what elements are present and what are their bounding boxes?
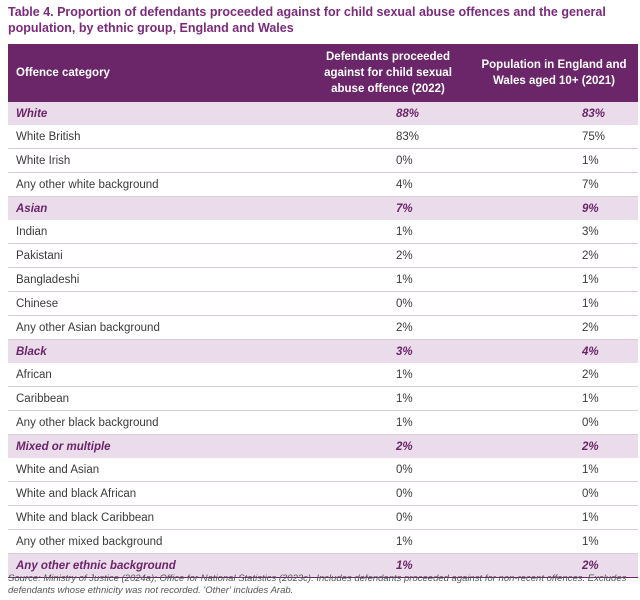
row-label: White and black Caribbean	[16, 511, 155, 524]
column-header-defendants: Defendants proceeded against for child s…	[306, 44, 470, 102]
table-row: Pakistani 2% 2%	[8, 244, 638, 268]
defendants-value: 1%	[396, 535, 413, 548]
row-label: Black	[16, 345, 47, 358]
table-row: White and Asian 0% 1%	[8, 458, 638, 482]
defendants-value: 2%	[396, 440, 413, 453]
row-label: Bangladeshi	[16, 273, 80, 286]
row-label: Mixed or multiple	[16, 440, 111, 453]
row-label: African	[16, 368, 52, 381]
row-label: Any other mixed background	[16, 535, 163, 548]
population-value: 2%	[582, 249, 599, 262]
defendants-value: 0%	[396, 511, 413, 524]
population-value: 1%	[582, 535, 599, 548]
row-label: White Irish	[16, 154, 71, 167]
population-value: 83%	[582, 107, 606, 120]
defendants-value: 88%	[396, 107, 420, 120]
table-header-row: Offence category Defendants proceeded ag…	[8, 44, 638, 102]
defendants-value: 1%	[396, 368, 413, 381]
population-value: 1%	[582, 511, 599, 524]
table-row: Any other white background 4% 7%	[8, 173, 638, 197]
table-row: White and black African 0% 0%	[8, 482, 638, 506]
row-label: White British	[16, 130, 81, 143]
table-row: White Irish 0% 1%	[8, 149, 638, 173]
row-label: Any other black background	[16, 416, 159, 429]
row-label: Any other white background	[16, 178, 159, 191]
group-row: Mixed or multiple 2% 2%	[8, 434, 638, 458]
population-value: 0%	[582, 487, 599, 500]
population-value: 2%	[582, 321, 599, 334]
population-value: 75%	[582, 130, 606, 143]
source-note: Source: Ministry of Justice (2024a); Off…	[8, 573, 627, 596]
table-row: African 1% 2%	[8, 363, 638, 387]
table-row: White and black Caribbean 0% 1%	[8, 506, 638, 530]
defendants-value: 2%	[396, 249, 413, 262]
defendants-value: 0%	[396, 463, 413, 476]
defendants-value: 1%	[396, 559, 413, 572]
population-value: 4%	[582, 345, 599, 358]
table-row: Caribbean 1% 1%	[8, 387, 638, 411]
row-label: White and Asian	[16, 463, 100, 476]
population-value: 9%	[582, 202, 599, 215]
defendants-value: 3%	[396, 345, 413, 358]
column-header-population: Population in England and Wales aged 10+…	[470, 44, 638, 102]
defendants-value: 0%	[396, 297, 413, 310]
defendants-value: 1%	[396, 416, 413, 429]
defendants-value: 0%	[396, 487, 413, 500]
defendants-value: 4%	[396, 178, 413, 191]
row-label: Any other ethnic background	[16, 559, 176, 572]
population-value: 3%	[582, 225, 599, 238]
row-label: Pakistani	[16, 249, 63, 262]
defendants-value: 7%	[396, 202, 413, 215]
table-body: White 88% 83% White British 83% 75% White Iris…	[8, 101, 638, 578]
population-value: 2%	[582, 368, 599, 381]
population-value: 7%	[582, 178, 599, 191]
row-label: Asian	[16, 202, 48, 215]
table-row: Indian 1% 3%	[8, 220, 638, 244]
row-label: Any other Asian background	[16, 321, 160, 334]
population-value: 2%	[582, 440, 599, 453]
defendants-value: 0%	[396, 154, 413, 167]
group-row: Black 3% 4%	[8, 339, 638, 363]
defendants-value: 83%	[396, 130, 420, 143]
row-label: Indian	[16, 225, 48, 238]
group-row: White 88% 83%	[8, 101, 638, 125]
table-row: White British 83% 75%	[8, 125, 638, 149]
table-row: Chinese 0% 1%	[8, 292, 638, 316]
population-value: 1%	[582, 297, 599, 310]
population-value: 1%	[582, 273, 599, 286]
table-row: Bangladeshi 1% 1%	[8, 268, 638, 292]
table-row: Any other mixed background 1% 1%	[8, 530, 638, 554]
population-value: 0%	[582, 416, 599, 429]
table-row: Any other Asian background 2% 2%	[8, 316, 638, 340]
column-header-category: Offence category	[8, 44, 306, 102]
population-value: 1%	[582, 154, 599, 167]
group-row: Asian 7% 9%	[8, 196, 638, 220]
population-value: 1%	[582, 392, 599, 405]
row-label: White	[16, 107, 48, 120]
population-value: 2%	[582, 559, 599, 572]
defendants-value: 1%	[396, 225, 413, 238]
defendants-value: 1%	[396, 392, 413, 405]
table-row: Any other black background 1% 0%	[8, 411, 638, 435]
row-label: Chinese	[16, 297, 59, 310]
defendants-value: 1%	[396, 273, 413, 286]
group-row: Any other ethnic background 1% 2%	[8, 553, 638, 578]
population-value: 1%	[582, 463, 599, 476]
ethnicity-table: Offence category Defendants proceeded ag…	[8, 44, 638, 578]
row-label: White and black African	[16, 487, 137, 500]
table-title: Table 4. Proportion of defendants procee…	[8, 5, 606, 35]
row-label: Caribbean	[16, 392, 70, 405]
defendants-value: 2%	[396, 321, 413, 334]
